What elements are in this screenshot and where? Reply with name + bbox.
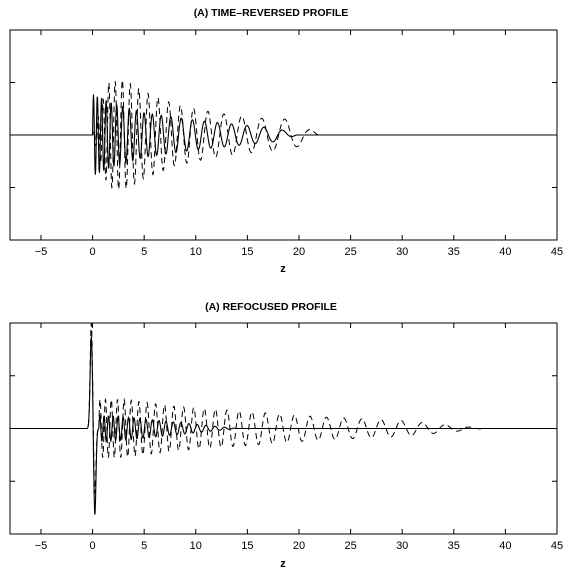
x-tick-label: 0 bbox=[90, 540, 96, 552]
panel-refocused: (A) REFOCUSED PROFILE −5 0 5 10 15 20 25 30 35 40… bbox=[9, 301, 563, 570]
x-tick-label: 25 bbox=[344, 246, 356, 258]
x-tick-label: 45 bbox=[551, 540, 563, 552]
x-tick-label: 15 bbox=[241, 246, 253, 258]
series-group bbox=[10, 323, 557, 515]
x-tick-label: 0 bbox=[90, 246, 96, 258]
series-dashed-line bbox=[10, 323, 557, 494]
x-tick-label: 30 bbox=[396, 540, 408, 552]
x-tick-label: 10 bbox=[190, 246, 202, 258]
series-solid-line bbox=[10, 336, 557, 515]
x-tick-label: 35 bbox=[448, 246, 460, 258]
chart-title: (A) TIME–REVERSED PROFILE bbox=[194, 7, 349, 19]
x-tick-label: 15 bbox=[241, 540, 253, 552]
chart-title: (A) REFOCUSED PROFILE bbox=[205, 301, 337, 313]
x-tick-label: 20 bbox=[293, 246, 305, 258]
x-tick-label: 40 bbox=[499, 246, 511, 258]
x-tick-label: 20 bbox=[293, 540, 305, 552]
x-tick-label: 10 bbox=[190, 540, 202, 552]
x-tick-label: 5 bbox=[141, 246, 147, 258]
series-group bbox=[10, 80, 557, 190]
series-dashed-line bbox=[10, 80, 557, 190]
series-solid-line bbox=[10, 94, 557, 175]
x-tick-label: 35 bbox=[448, 540, 460, 552]
x-tick-label: 40 bbox=[499, 540, 511, 552]
x-tick-labels: −5 0 5 10 15 20 25 30 35 40 45 bbox=[35, 246, 563, 258]
x-tick-label: −5 bbox=[35, 540, 48, 552]
x-tick-label: 30 bbox=[396, 246, 408, 258]
x-tick-label: −5 bbox=[35, 246, 48, 258]
x-tick-label: 45 bbox=[551, 246, 563, 258]
x-axis-label: z bbox=[280, 263, 286, 275]
x-tick-label: 5 bbox=[141, 540, 147, 552]
x-axis-label: z bbox=[280, 558, 286, 570]
x-tick-label: 25 bbox=[344, 540, 356, 552]
x-tick-labels: −5 0 5 10 15 20 25 30 35 40 45 bbox=[35, 540, 563, 552]
panel-time-reversed: (A) TIME–REVERSED PROFILE −5 0 5 10 15 20 25 30… bbox=[9, 7, 563, 275]
